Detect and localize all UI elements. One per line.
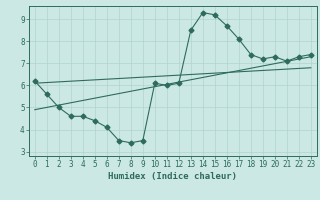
X-axis label: Humidex (Indice chaleur): Humidex (Indice chaleur) (108, 172, 237, 181)
